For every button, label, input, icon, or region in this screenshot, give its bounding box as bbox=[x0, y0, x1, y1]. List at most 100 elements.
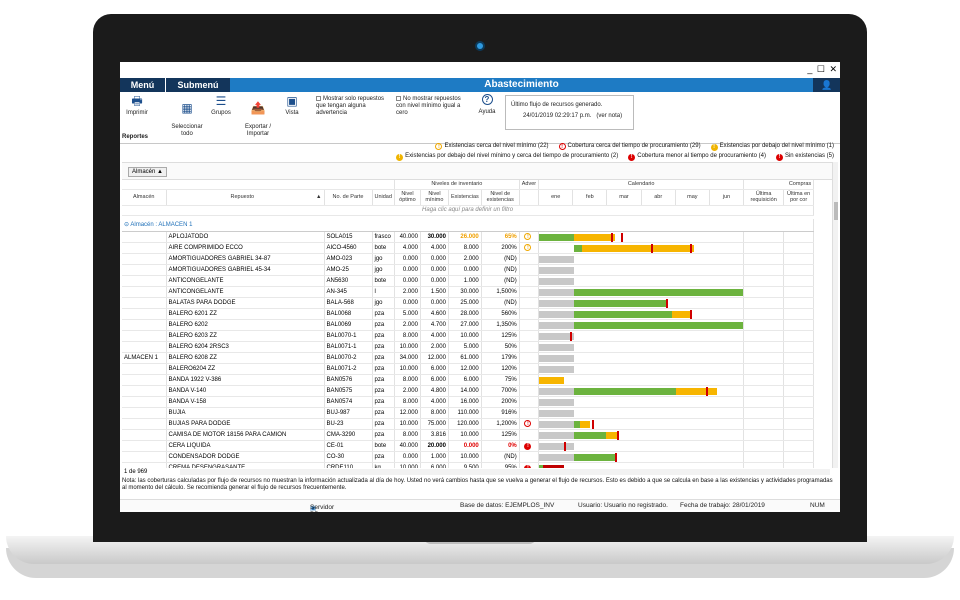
print-button[interactable]: 🖶 Imprimir bbox=[122, 95, 152, 117]
col-unidad[interactable]: Unidad bbox=[372, 189, 395, 206]
col-repuesto[interactable]: Repuesto ▲ bbox=[166, 189, 325, 206]
col-month[interactable]: may bbox=[675, 189, 710, 206]
select-all-button[interactable]: ▦ Seleccionar todo bbox=[170, 95, 204, 145]
cell-unit: kg bbox=[372, 462, 395, 468]
table-row[interactable]: ANTICONGELANTE AN5630 bote 0.000 0.000 1.000(… bbox=[122, 275, 815, 287]
cell-nivel: 1,200% bbox=[481, 418, 520, 430]
cell-optimo: 12.000 bbox=[394, 407, 421, 419]
col-month[interactable]: abr bbox=[641, 189, 676, 206]
col-nivel-existencias[interactable]: Nivel de existencias bbox=[481, 189, 520, 206]
scroll-thumb[interactable] bbox=[834, 202, 838, 220]
table-row[interactable]: BALERO 6202 BAL0069 pza 2.000 4.700 27.000 1,3… bbox=[122, 319, 815, 331]
col-month[interactable]: jun bbox=[709, 189, 745, 206]
coverage-bar bbox=[539, 409, 574, 417]
coverage-bar bbox=[573, 321, 743, 329]
window-controls[interactable]: _ ☐ ✕ bbox=[807, 64, 838, 74]
menu-button[interactable]: Menú bbox=[120, 78, 166, 92]
col-month[interactable]: mar bbox=[606, 189, 642, 206]
table-row[interactable]: CONDENSADOR DODGE CO-30 pza 0.000 1.000 10.00… bbox=[122, 451, 815, 463]
export-import-button[interactable]: 📤 Exportar / Importar bbox=[238, 95, 278, 145]
group-row-cell[interactable]: ⊝ Almacén : ALMACEN 1 bbox=[122, 219, 815, 232]
cell-nivel: 200% bbox=[481, 396, 520, 408]
cell-almacen bbox=[122, 308, 167, 320]
table-row[interactable]: CAMISA DE MOTOR 18156 PARA CAMION CMA-329… bbox=[122, 429, 815, 441]
calendar-cell bbox=[538, 440, 745, 452]
hide-zero-min-checkbox[interactable]: No mostrar repuestos con nivel mínimo ig… bbox=[396, 96, 468, 117]
col-adver[interactable] bbox=[519, 189, 540, 206]
cell-optimo: 0.000 bbox=[394, 275, 421, 287]
header-calendario: Calendario bbox=[538, 180, 745, 190]
table-row[interactable]: BANDA 1922 V-386 BAN0576 pza 8.000 6.000 6.00… bbox=[122, 374, 815, 386]
flow-note-link[interactable]: (ver nota) bbox=[596, 113, 623, 119]
horizontal-scrollbar[interactable] bbox=[180, 469, 830, 475]
col-existencias[interactable]: Existencias bbox=[448, 189, 482, 206]
filter-row[interactable]: Haga clic aquí para definir un filtro bbox=[122, 205, 815, 216]
table-row[interactable]: CERA LIQUIDA CE-01 bote 40.000 20.000 0.000 0%… bbox=[122, 440, 815, 452]
table-row[interactable]: AIRE COMPRIMIDO ECCO AICO-4560 bote 4.000 4.… bbox=[122, 242, 815, 254]
cell-adver bbox=[519, 308, 540, 320]
procurement-marker bbox=[569, 331, 572, 340]
table-row[interactable]: BALERO 6201 ZZ BAL0068 pza 5.000 4.600 28.000… bbox=[122, 308, 815, 320]
cell-ultima-requisicion bbox=[743, 462, 785, 468]
cell-repuesto: ANTICONGELANTE bbox=[166, 286, 325, 298]
table-row[interactable]: BALERO 6203 ZZ BAL0070-1 pza 8.000 4.000 10.0… bbox=[122, 330, 815, 342]
table-row[interactable]: BANDA V-140 BAN0575 pza 2.000 4.800 14.000 700… bbox=[122, 385, 815, 397]
table-row[interactable]: ANTICONGELANTE AN-345 l 2.000 1.500 30.000 1,5… bbox=[122, 286, 815, 298]
collapse-icon[interactable]: ⊝ bbox=[124, 222, 130, 229]
calendar-cell bbox=[538, 319, 745, 331]
cell-part: CO-30 bbox=[324, 451, 373, 463]
col-no-parte[interactable]: No. de Parte bbox=[324, 189, 373, 206]
user-icon[interactable]: 👤 bbox=[821, 80, 833, 90]
col-minimo[interactable]: Nivel mínimo bbox=[420, 189, 449, 206]
cell-ultima-requisicion bbox=[743, 451, 785, 463]
work-date-status: Fecha de trabajo: 28/01/2019 bbox=[680, 502, 765, 509]
cell-unit: jgo bbox=[372, 264, 395, 276]
table-row[interactable]: CREMA DESENGRASANTE CRDE110 kg 10.000 6.000 9… bbox=[122, 462, 815, 468]
table-row[interactable]: ALMACEN 1 BALERO 6208 ZZ BAL0070-2 pza 34.00… bbox=[122, 352, 815, 364]
table-row[interactable]: BALERO 6204 2RSC3 BAL0071-1 pza 10.000 2.000… bbox=[122, 341, 815, 353]
cell-optimo: 0.000 bbox=[394, 451, 421, 463]
vertical-scrollbar[interactable] bbox=[832, 162, 838, 468]
table-row[interactable]: AMORTIGUADORES GABRIEL 45-34 AMO-25 jgo 0.0… bbox=[122, 264, 815, 276]
col-month[interactable]: ene bbox=[538, 189, 574, 206]
legend-item: ! Existencias cerca del nivel mínimo (22) bbox=[435, 143, 549, 150]
table-row[interactable]: APLOJATODO SOLA015 frasco 40.000 30.000 26.00… bbox=[122, 231, 815, 243]
coverage-bar bbox=[539, 464, 544, 468]
col-ultima-en[interactable]: Última en por cor bbox=[783, 189, 815, 206]
cell-ultima-requisicion bbox=[743, 253, 785, 265]
cell-part: CMA-3290 bbox=[324, 429, 373, 441]
filter-hint[interactable]: Haga clic aquí para definir un filtro bbox=[122, 205, 815, 216]
table-row[interactable]: BALATAS PARA DODGE BALA-568 jgo 0.000 0.000 2… bbox=[122, 297, 815, 309]
group-chip[interactable]: Almacén ▲ bbox=[128, 167, 167, 177]
cell-existencias: 0.000 bbox=[448, 264, 482, 276]
table-row[interactable]: BUJIA BUJ-987 pza 12.000 8.000 110.000 916% bbox=[122, 407, 815, 419]
table-row[interactable]: BANDA V-158 BAN0574 pza 8.000 4.000 16.000 200… bbox=[122, 396, 815, 408]
cell-unit: pza bbox=[372, 451, 395, 463]
col-optimo[interactable]: Nivel óptimo bbox=[394, 189, 421, 206]
col-ultima-requisicion[interactable]: Última requisición bbox=[743, 189, 785, 206]
submenu-button[interactable]: Submenú bbox=[177, 80, 219, 90]
col-month[interactable]: feb bbox=[572, 189, 608, 206]
procurement-marker bbox=[614, 452, 617, 461]
col-almacen[interactable]: Almacén bbox=[122, 189, 167, 206]
help-button[interactable]: ? Ayuda bbox=[473, 94, 501, 115]
view-button[interactable]: ▣ Vista bbox=[280, 95, 304, 117]
cell-adver bbox=[519, 286, 540, 298]
warning-only-checkbox[interactable]: Mostrar solo repuestos que tengan alguna… bbox=[316, 96, 392, 117]
groups-button[interactable]: ☰ Grupos bbox=[208, 95, 234, 117]
table-row[interactable]: AMORTIGUADORES GABRIEL 34-87 AMO-023 jgo 0.… bbox=[122, 253, 815, 265]
cell-unit: jgo bbox=[372, 297, 395, 309]
calendar-track bbox=[539, 309, 743, 318]
header-blank bbox=[122, 180, 395, 190]
table-row[interactable]: BALERO6204 ZZ BAL0071-2 pza 10.000 6.000 12.0… bbox=[122, 363, 815, 375]
cell-ultima-requisicion bbox=[743, 319, 785, 331]
cell-optimo: 0.000 bbox=[394, 264, 421, 276]
calendar-cell bbox=[538, 418, 745, 430]
coverage-bar bbox=[539, 343, 574, 351]
group-row[interactable]: ⊝ Almacén : ALMACEN 1 bbox=[122, 219, 815, 232]
cell-existencias: 12.000 bbox=[448, 363, 482, 375]
table-row[interactable]: BUJIAS PARA DODGE BU-23 pza 10.000 75.000 120… bbox=[122, 418, 815, 430]
calendar-track bbox=[539, 397, 743, 407]
coverage-bar bbox=[539, 387, 574, 395]
groups-icon: ☰ bbox=[215, 94, 227, 108]
